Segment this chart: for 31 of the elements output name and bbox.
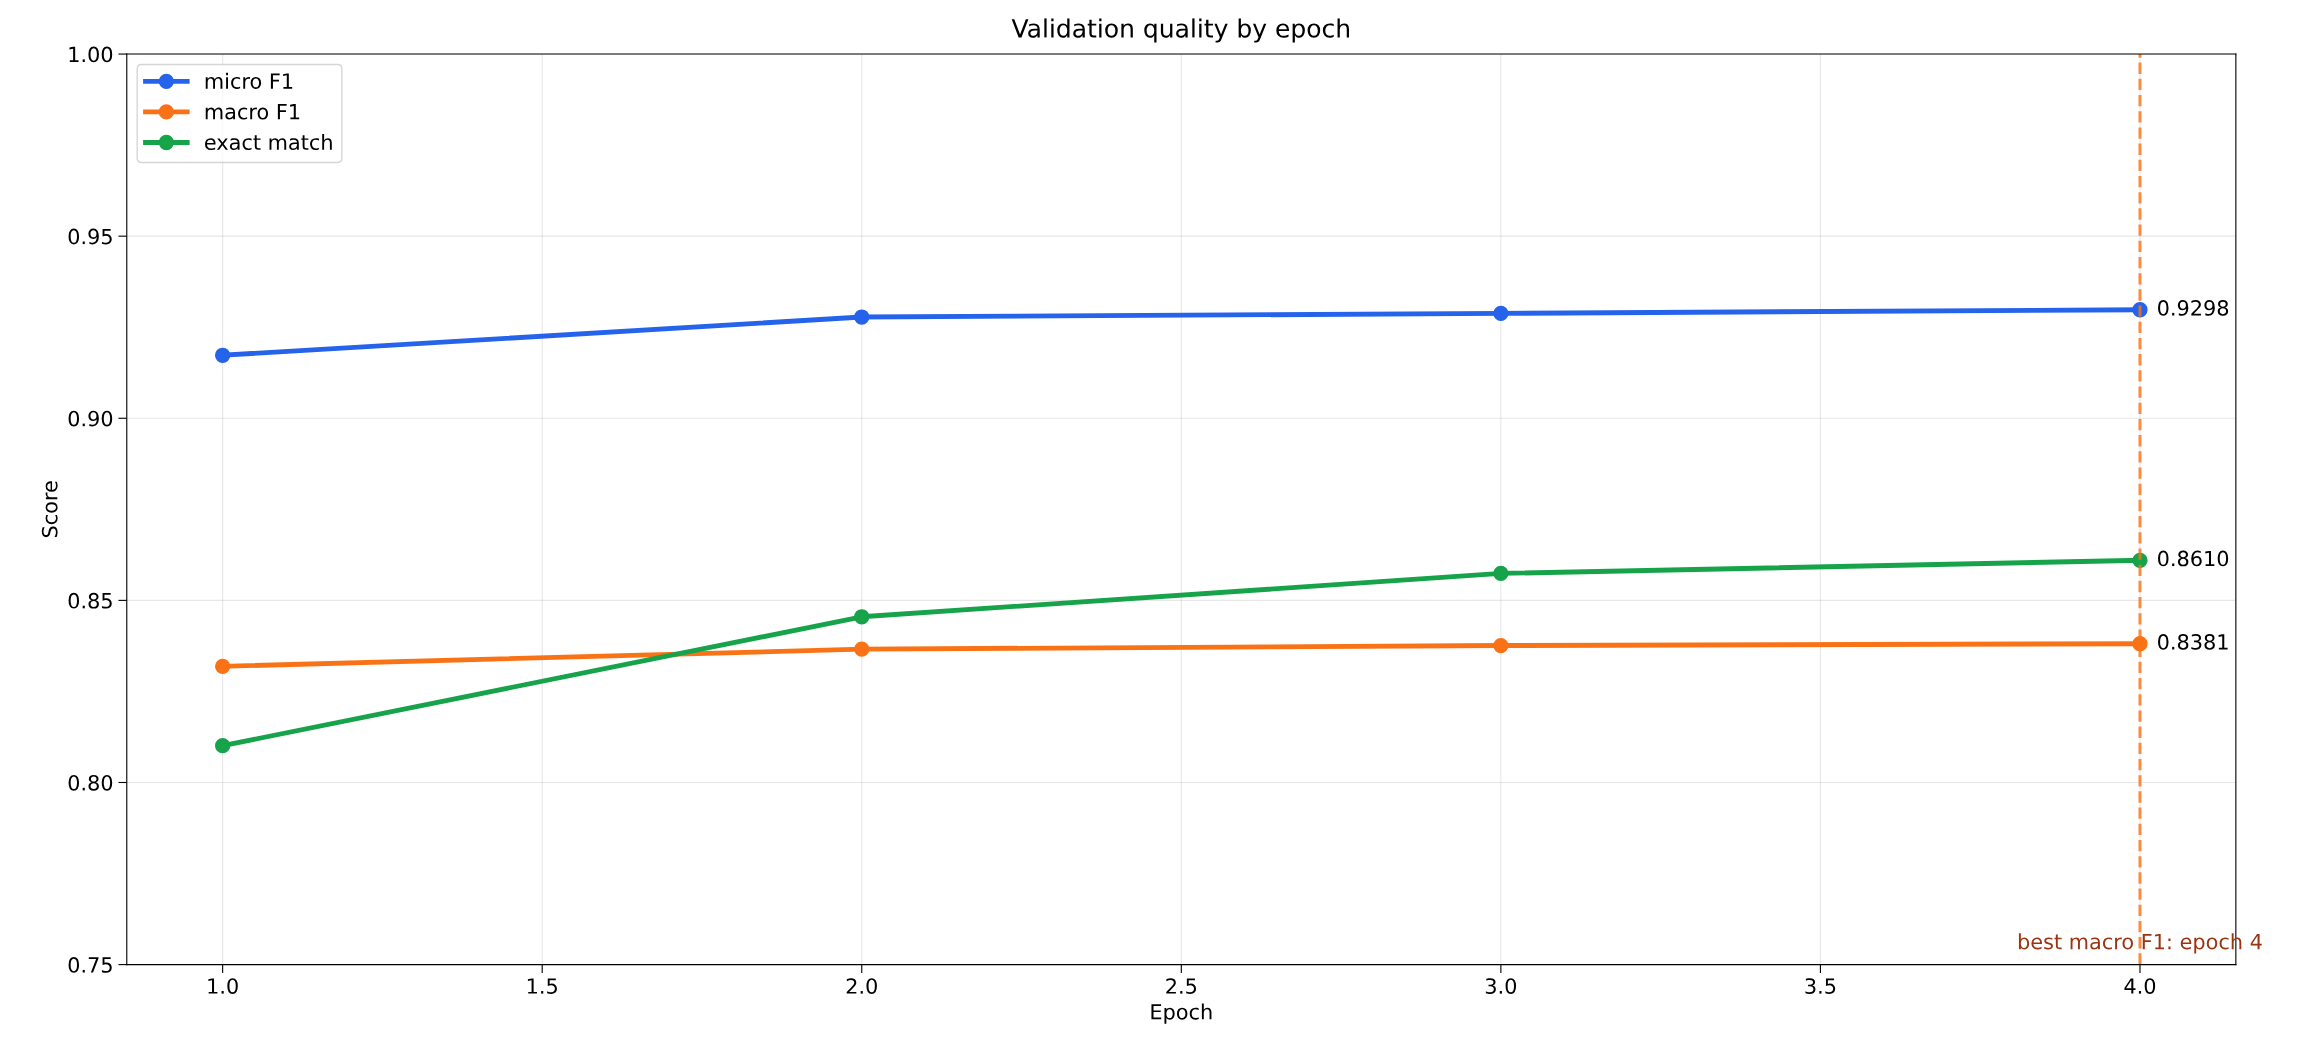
x-tick-label: 4.0 — [2124, 978, 2156, 994]
point — [854, 609, 870, 625]
y-tick-label: 1.00 — [69, 46, 113, 63]
legend-label: macro F1 — [205, 104, 300, 120]
y-tick-label: 0.95 — [68, 228, 112, 245]
y-tick-label: 0.85 — [68, 592, 112, 609]
legend-label: micro F1 — [205, 72, 293, 89]
data-label: 0.8381 — [2158, 634, 2228, 650]
data-label: 0.9298 — [2158, 300, 2229, 316]
x-tick-label: 3.5 — [1805, 978, 1836, 994]
point — [1493, 565, 1509, 582]
y-tick-label: 0.75 — [68, 957, 112, 973]
y-tick-label: 0.90 — [68, 410, 113, 427]
point — [1493, 637, 1509, 654]
y-tick-label: 0.80 — [68, 774, 113, 791]
point — [215, 658, 231, 674]
x-tick-label: 3.0 — [1485, 978, 1517, 994]
x-tick-label: 2.0 — [846, 978, 877, 994]
x-axis-title: Epoch — [1151, 1003, 1212, 1024]
point — [215, 347, 231, 363]
x-tick-label: 1.0 — [208, 978, 238, 994]
point — [1493, 305, 1509, 322]
point — [854, 641, 870, 657]
point — [854, 309, 870, 325]
x-tick-label: 2.5 — [1166, 978, 1197, 994]
y-axis-title: Score — [41, 481, 58, 538]
chart-title: Validation quality by epoch — [1011, 18, 1349, 43]
point — [215, 738, 231, 754]
x-tick-label: 1.5 — [527, 978, 557, 994]
legend-label: exact match — [205, 133, 332, 151]
data-label: 0.8610 — [2158, 550, 2229, 567]
